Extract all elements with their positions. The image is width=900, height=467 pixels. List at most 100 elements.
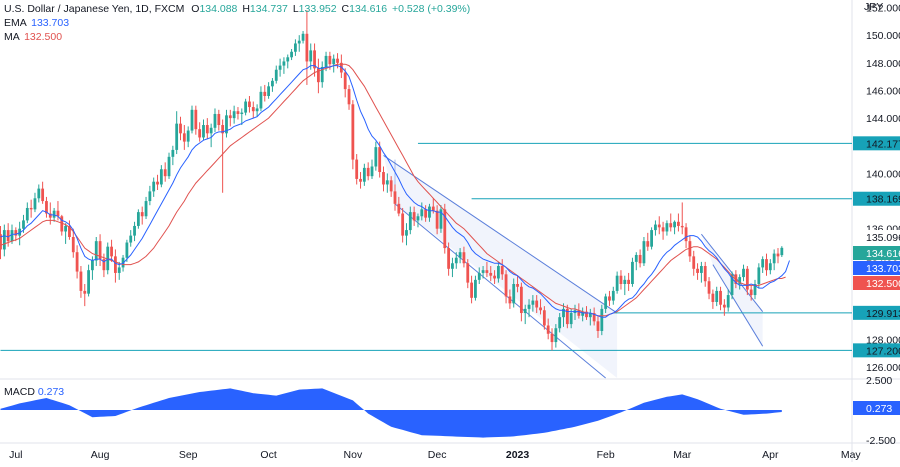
level-tag: 142.177 [866,138,900,150]
candle-body [121,257,125,268]
candle-body [539,307,542,311]
candle-body [462,252,466,264]
candle-body [144,201,148,217]
time-tick-label: Oct [260,449,276,461]
symbol-row: U.S. Dollar / Japanese Yen, 1D, FXCM O13… [4,2,470,16]
candle-body [554,328,558,343]
candle-body [424,209,428,218]
candle-body [443,209,447,249]
candle-body [420,209,424,217]
macd-tag-bg [853,401,900,415]
candle-body [696,268,699,273]
candle-body [106,246,110,271]
time-tick-label: Jul [9,449,22,461]
candle-body [171,149,175,157]
candle-body [631,261,634,284]
price-tag: 134.616 [866,248,900,260]
candle-body [458,252,462,258]
ma-value: 132.500 [24,31,63,43]
candle-body [680,225,684,228]
symbol-title: U.S. Dollar / Japanese Yen, 1D, FXCM [4,3,185,15]
time-tick-label: May [841,449,862,461]
candle-body [523,308,527,314]
candle-body [634,254,638,262]
candle-body [385,180,389,185]
candle-body [428,206,431,218]
level-tag: 129.913 [866,308,900,320]
candle-body [692,256,696,269]
candle-body [435,210,439,229]
candle-body [753,284,757,296]
level-tag-bg [853,305,900,320]
candle-body [722,304,726,308]
candle-body [29,207,33,210]
time-tick-label: Apr [762,449,779,461]
candle-body [661,227,665,232]
candle-body [87,270,90,294]
candle-body [14,230,18,236]
candle-body [209,127,213,134]
candle-body [68,225,71,237]
price-tag: 132.500 [866,278,900,290]
candle-body [608,296,611,301]
candle-body [577,310,581,316]
candle-body [22,220,25,229]
level-tag-bg [853,343,900,358]
ohlc-high: H134.737 [242,3,288,15]
ema-row: EMA 133.703 [4,16,470,30]
descending-channel-fill [383,155,618,378]
candle-body [470,282,473,298]
candle-body [393,191,397,204]
candle-body [416,216,420,221]
candle-body [117,267,121,273]
level-tag-bg [853,136,900,151]
price-tick-label: 146.000 [866,85,900,97]
candle-body [504,274,508,297]
candle-body [163,169,167,177]
candle-body [550,333,554,343]
candle-body [240,112,244,114]
candle-body [569,313,573,325]
candle-body [619,275,623,284]
candle-body [512,284,516,304]
macd-tick-label: 2.500 [866,375,892,387]
candle-body [52,210,56,218]
candle-body [401,213,405,236]
candle-body [699,266,703,273]
ema-label: EMA [4,17,27,29]
candle-body [412,212,416,221]
candle-body [294,43,297,52]
candle-body [232,111,236,119]
change-value: +0.528 (+0.39%) [392,3,471,15]
ema-value: 133.703 [31,17,70,29]
candle-body [703,266,707,282]
candle-body [642,241,646,264]
candle-body [305,33,309,62]
candle-body [79,271,83,291]
candle-body [228,115,232,119]
level-tag-bg [853,191,900,206]
ema-line [0,65,790,318]
candle-body [481,270,485,273]
price-tick-label: 128.000 [866,334,900,346]
ohlc-low: L133.952 [292,3,337,15]
ohlc-low-value: 133.952 [298,3,337,15]
candle-body [190,109,194,131]
candle-body [585,311,588,318]
candle-body [75,252,79,272]
candle-body [83,290,87,294]
candle-body [627,279,631,284]
time-tick-label: Feb [597,449,615,461]
candle-body [477,272,481,280]
candle-body [347,89,351,105]
macd-legend: MACD 0.273 [4,386,64,398]
candle-body [615,275,619,291]
candle-body [271,80,274,87]
candle-body [454,257,458,264]
candle-body [684,227,688,242]
candle-body [493,275,496,279]
candle-body [102,259,106,271]
candle-body [6,230,10,242]
candle-body [45,201,48,214]
candle-body [274,69,278,81]
